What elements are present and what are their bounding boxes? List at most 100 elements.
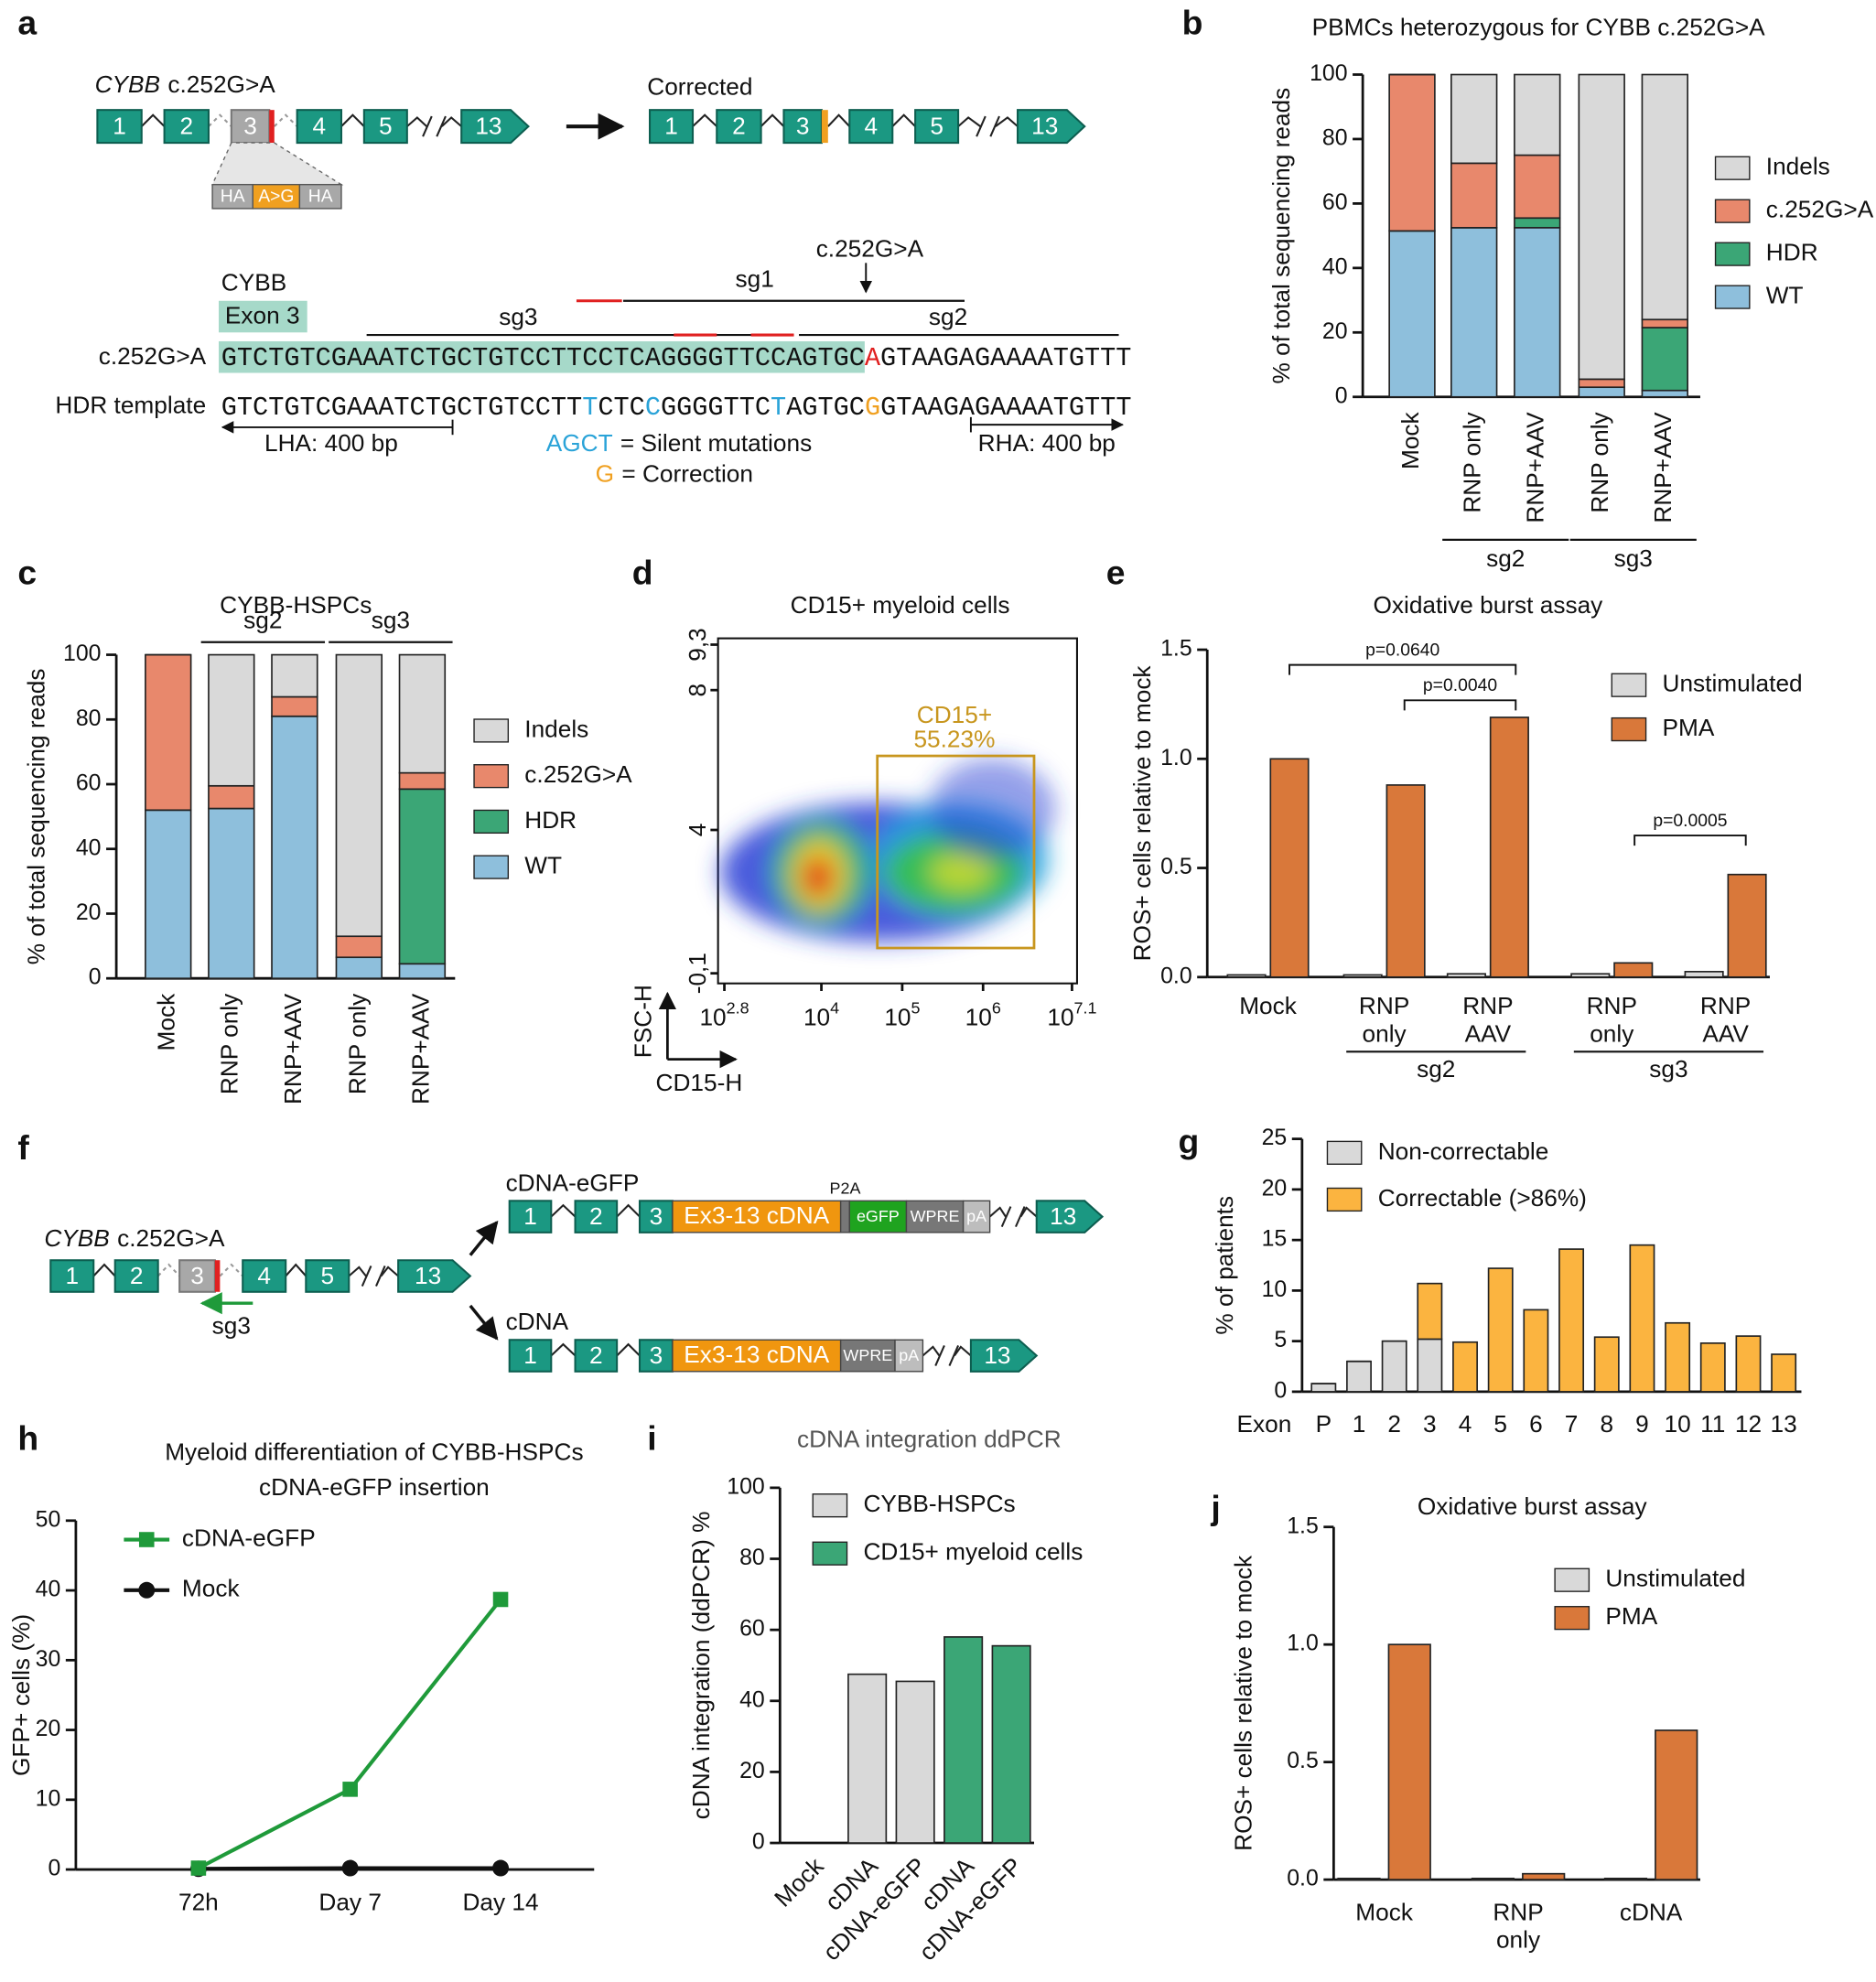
x-tick-label: RNP only	[1586, 411, 1613, 512]
y-tick-label: 20	[1322, 318, 1348, 344]
arrow	[469, 1304, 499, 1341]
sequence-part: AGTGC	[786, 392, 865, 422]
intron	[156, 1263, 180, 1277]
bar	[1450, 162, 1498, 229]
x-tick-label: 104	[803, 998, 839, 1030]
exon	[397, 1259, 472, 1293]
legend-label: cDNA-eGFP	[182, 1524, 316, 1551]
y-axis-label: % of patients	[1211, 1196, 1238, 1335]
y-tick-label: 60	[76, 770, 102, 796]
bar	[271, 715, 318, 980]
template-label: HA	[221, 188, 245, 207]
x-tick-label: 106	[965, 998, 1001, 1030]
y-tick-label: 1.5	[1160, 636, 1192, 662]
x-tick-label: 6	[1529, 1410, 1543, 1438]
gene-label: CYBB c.252G>A	[95, 70, 276, 98]
template-part	[298, 183, 342, 210]
exon-label: 1	[523, 1341, 537, 1369]
exon-label: 3	[243, 112, 257, 139]
significance-bracket	[1633, 835, 1747, 846]
bar	[1558, 1248, 1585, 1393]
x-tick-label: 5	[1493, 1410, 1507, 1438]
legend-label: Correctable (>86%)	[1378, 1184, 1587, 1212]
x-tick-label: 105	[884, 998, 920, 1030]
legend-label: Indels	[1766, 153, 1830, 180]
template-part	[252, 183, 301, 210]
x-axis-label: CD15-H	[656, 1069, 743, 1096]
exon-label: 4	[257, 1262, 271, 1289]
exon	[49, 1259, 95, 1293]
y-tick-label: 0.0	[1160, 963, 1192, 988]
y-tick-label: 4	[684, 824, 711, 837]
legend-label: HDR	[1766, 239, 1818, 266]
key-text: = Correction	[621, 459, 753, 487]
y-tick-label: 5	[1274, 1327, 1287, 1352]
part-label: P2A	[830, 1180, 861, 1198]
bar	[1603, 1877, 1648, 1880]
template-part	[211, 183, 253, 210]
x-tick-label: 11	[1700, 1410, 1725, 1438]
y-tick-label: 10	[1262, 1276, 1288, 1302]
x-axis-label: Exon	[1236, 1410, 1291, 1438]
exon-label: 4	[313, 112, 327, 139]
bar	[1452, 1341, 1478, 1393]
significance-bracket	[1403, 699, 1517, 711]
break-mark	[422, 115, 447, 137]
bar	[335, 956, 383, 980]
bar	[1570, 973, 1611, 978]
x-tick-label: AAV	[1465, 1019, 1512, 1047]
exon-label: 13	[984, 1341, 1010, 1369]
density-blob	[803, 856, 834, 898]
x-tick-label: RNP	[1462, 992, 1513, 1019]
y-tick-label: 20	[739, 1758, 765, 1783]
density-cloud	[720, 758, 1056, 943]
y-axis-label: % of total sequencing reads	[1267, 88, 1295, 384]
y-tick-label: 50	[36, 1506, 61, 1532]
legend-swatch	[1714, 199, 1751, 223]
exon-label: 5	[320, 1262, 334, 1289]
intron	[340, 113, 365, 127]
y-tick-label: 1.0	[1160, 745, 1192, 770]
panel-letter: e	[1106, 553, 1126, 591]
point	[492, 1591, 509, 1608]
construct-name: cDNA	[506, 1308, 569, 1335]
break-mark	[1000, 1206, 1026, 1228]
legend-swatch	[812, 1493, 848, 1518]
intron	[988, 1206, 1038, 1218]
y-tick-label: 40	[1322, 253, 1348, 279]
annotation: p=0.0005	[1653, 812, 1727, 831]
construct-part	[839, 1200, 850, 1233]
bar	[1514, 73, 1561, 156]
exon-label: 4	[864, 112, 878, 139]
group-label: sg3	[1649, 1055, 1687, 1083]
x-tick-label: RNP	[1493, 1898, 1543, 1925]
y-tick-label: 100	[63, 641, 101, 666]
bar	[1487, 1267, 1514, 1393]
y-tick-label: 30	[36, 1646, 61, 1672]
y-tick-label: 0.0	[1287, 1866, 1319, 1891]
row-label: c.252G>A	[99, 342, 207, 370]
exon-label: 2	[589, 1341, 603, 1369]
bar	[1578, 378, 1625, 389]
point	[138, 1581, 156, 1599]
tick-base: 10	[803, 1003, 830, 1030]
bar	[398, 771, 447, 791]
intron	[550, 1203, 577, 1218]
exon-label: 13	[1031, 112, 1058, 139]
bar	[1381, 1340, 1407, 1393]
y-tick-label: 0	[1335, 382, 1348, 408]
arm-label: LHA: 400 bp	[264, 429, 398, 457]
chart-title: Oxidative burst assay	[1374, 591, 1604, 619]
y-axis-label: cDNA integration (ddPCR) %	[687, 1512, 715, 1820]
panel-letter: c	[17, 553, 37, 591]
bar	[1514, 217, 1561, 229]
legend-swatch	[1554, 1567, 1590, 1592]
exon-label: 13	[415, 1262, 441, 1289]
group-label: sg3	[372, 607, 410, 634]
key-symbol: G	[596, 459, 614, 487]
point	[492, 1859, 510, 1877]
y-tick-label: 25	[1262, 1125, 1288, 1150]
bar	[1471, 1877, 1515, 1880]
exon	[362, 109, 408, 145]
panel-letter: i	[647, 1419, 656, 1458]
